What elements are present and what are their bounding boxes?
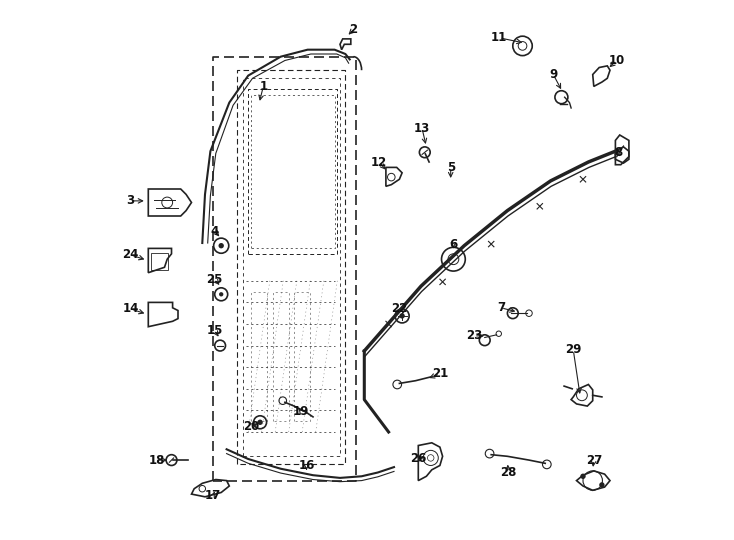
Text: 15: 15 [206,324,223,337]
Text: 6: 6 [449,238,457,251]
Circle shape [219,243,224,248]
Text: 4: 4 [211,225,219,238]
Text: 29: 29 [565,343,581,356]
Text: 22: 22 [391,302,407,315]
Text: 17: 17 [205,489,221,502]
Text: 11: 11 [491,31,507,44]
Text: 1: 1 [259,80,267,93]
Text: 3: 3 [126,194,134,207]
Text: 14: 14 [123,302,139,315]
Text: 20: 20 [243,420,259,433]
Text: 18: 18 [148,454,164,467]
Text: 26: 26 [410,453,426,465]
Text: 25: 25 [206,273,223,286]
Circle shape [258,420,263,425]
Text: 10: 10 [609,54,625,67]
Text: 9: 9 [549,68,557,81]
Text: 23: 23 [466,329,482,342]
Text: 28: 28 [501,466,517,479]
Circle shape [399,313,404,319]
Circle shape [599,482,605,488]
Text: 2: 2 [349,23,357,36]
Text: 5: 5 [446,161,455,174]
Bar [151,253,168,270]
Text: 13: 13 [414,122,430,135]
Circle shape [581,474,586,479]
Text: 24: 24 [123,248,139,261]
Circle shape [219,292,223,296]
Text: 16: 16 [298,459,315,472]
Text: 19: 19 [293,405,309,418]
Text: 7: 7 [497,301,505,314]
Text: 27: 27 [586,454,602,467]
Text: 12: 12 [371,156,387,168]
Text: 21: 21 [432,367,448,380]
Text: 8: 8 [614,146,622,159]
